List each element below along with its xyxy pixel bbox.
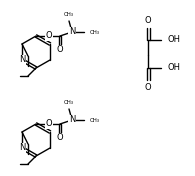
Text: CH₃: CH₃ xyxy=(90,30,100,34)
Text: N: N xyxy=(69,27,75,36)
Text: O: O xyxy=(145,16,151,25)
Text: OH: OH xyxy=(168,64,181,73)
Text: O: O xyxy=(57,134,63,143)
Text: CH₃: CH₃ xyxy=(64,12,74,17)
Text: O: O xyxy=(57,46,63,55)
Text: OH: OH xyxy=(168,36,181,45)
Text: O: O xyxy=(145,83,151,92)
Text: O: O xyxy=(46,32,52,40)
Text: N: N xyxy=(19,143,25,152)
Text: CH₃: CH₃ xyxy=(90,118,100,122)
Text: O: O xyxy=(46,120,52,128)
Text: N: N xyxy=(69,115,75,124)
Text: N: N xyxy=(19,55,25,64)
Text: CH₃: CH₃ xyxy=(64,100,74,105)
